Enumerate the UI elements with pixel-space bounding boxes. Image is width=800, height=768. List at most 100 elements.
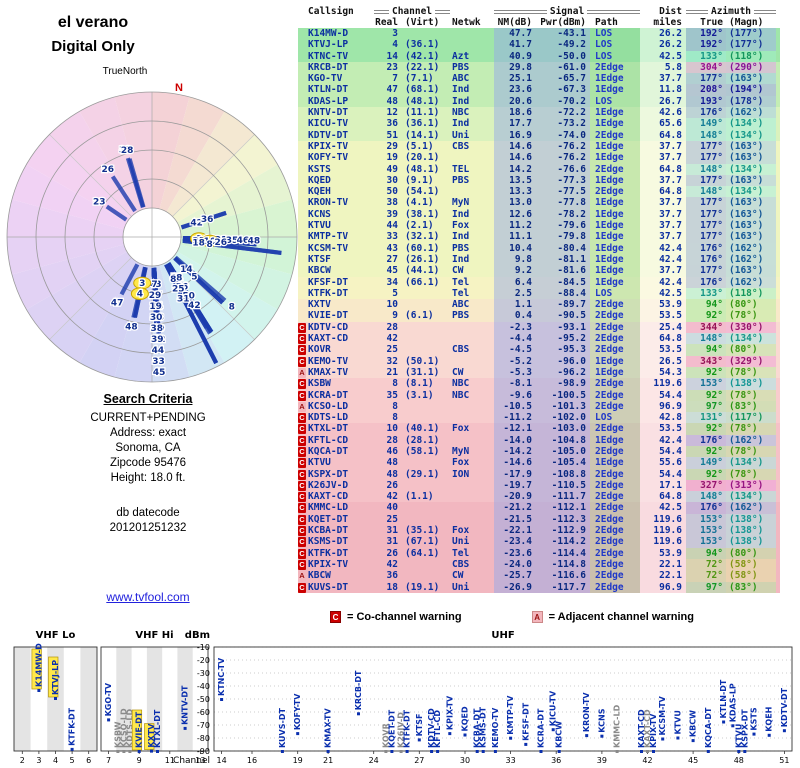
radar-marker-label: 40 bbox=[152, 324, 165, 334]
callsign-link[interactable]: KCBA-DT bbox=[308, 525, 349, 537]
signal-path: 1Edge bbox=[590, 242, 640, 254]
svg-text:KSTS: KSTS bbox=[750, 707, 759, 730]
station-label: KQCA-DT bbox=[704, 707, 713, 753]
callsign-link[interactable]: KBCW bbox=[308, 570, 331, 582]
network: Ind bbox=[452, 95, 470, 107]
callsign-link[interactable]: KSMS-DT bbox=[308, 536, 349, 548]
callsign-link[interactable]: KBCW bbox=[308, 265, 331, 277]
tvfool-link[interactable]: www.tvfool.com bbox=[106, 590, 190, 604]
callsign-link[interactable]: KOVR bbox=[308, 344, 331, 356]
callsign-link[interactable]: KQCA-DT bbox=[308, 445, 349, 457]
callsign-link[interactable]: KNTV-DT bbox=[308, 107, 349, 119]
table-row: KOFY-TV 19 (20.1) 14.6 -76.2 1Edge 37.7 177° (16… bbox=[298, 152, 780, 164]
callsign-link[interactable]: K14MW-D bbox=[308, 28, 349, 39]
distance-miles: 37.7 bbox=[640, 174, 686, 187]
callsign-link[interactable]: KQEH bbox=[308, 186, 331, 198]
callsign-link[interactable]: KRON-TV bbox=[308, 197, 349, 209]
callsign-link[interactable]: KTVU bbox=[308, 220, 331, 232]
callsign-link[interactable]: KOFY-TV bbox=[308, 152, 349, 164]
noise-margin: -14.2 bbox=[494, 445, 536, 458]
callsign-link[interactable]: K26JV-D bbox=[308, 479, 349, 491]
table-row: KSTS 49 (48.1) TEL 14.2 -76.6 2Edge 64.8 148° (13… bbox=[298, 163, 780, 175]
datecode-label: db datecode bbox=[116, 507, 180, 519]
noise-margin: -23.6 bbox=[494, 547, 536, 559]
channel-real: 28 bbox=[386, 434, 398, 446]
callsign-link[interactable]: KDTV-DT bbox=[308, 129, 349, 141]
callsign-link[interactable]: KMAX-TV bbox=[308, 366, 349, 378]
radar-marker bbox=[125, 157, 145, 209]
callsign-link[interactable]: KRCB-DT bbox=[308, 61, 349, 73]
azimuth-true: 304° bbox=[686, 61, 726, 74]
callsign-link[interactable]: KDTS-LD bbox=[308, 412, 349, 424]
distance-miles: 119.6 bbox=[640, 525, 686, 537]
callsign-link[interactable]: KEMO-TV bbox=[308, 355, 349, 367]
callsign-link[interactable]: KCRA-DT bbox=[308, 389, 349, 401]
power: -95.2 bbox=[536, 333, 590, 345]
callsign-link[interactable]: KMTP-TV bbox=[308, 231, 349, 243]
callsign-link[interactable]: KTVU bbox=[308, 457, 331, 469]
callsign-link[interactable]: KTFK-DT bbox=[308, 547, 349, 559]
callsign-link[interactable]: KTSF bbox=[308, 253, 331, 265]
callsign-link[interactable]: KTVJ-LP bbox=[308, 39, 349, 51]
signal-path: LOS bbox=[590, 50, 640, 62]
callsign-link[interactable]: KFSF-DT bbox=[308, 276, 349, 288]
station-label: KPIX-TV bbox=[445, 695, 454, 736]
noise-margin: -4.4 bbox=[494, 333, 536, 345]
channel-real: 35 bbox=[386, 389, 398, 401]
callsign-link[interactable]: KUVS-DT bbox=[308, 581, 349, 593]
callsign-link[interactable]: KAXT-CD bbox=[308, 333, 349, 345]
distance-miles: 17.1 bbox=[640, 479, 686, 492]
channel-virtual bbox=[402, 28, 450, 39]
channel-real: 42 bbox=[386, 491, 398, 503]
warning-marker bbox=[298, 84, 308, 95]
callsign-link[interactable]: KSTS bbox=[308, 163, 331, 175]
svg-text:KTVU: KTVU bbox=[734, 724, 743, 748]
table-row: KQEH 50 (54.1) 13.3 -77.5 2Edge 64.8 148° (134°) bbox=[298, 186, 780, 198]
callsign-link[interactable]: KPIX-TV bbox=[308, 558, 349, 570]
callsign-link[interactable]: KSBW bbox=[308, 378, 331, 390]
callsign-link[interactable]: KTXL-DT bbox=[308, 423, 349, 435]
svg-text:KPIX-TV: KPIX-TV bbox=[649, 713, 658, 748]
svg-text:KFSF-DT: KFSF-DT bbox=[521, 702, 530, 741]
callsign-link[interactable]: KDAS-LP bbox=[308, 95, 349, 107]
radar-marker bbox=[164, 263, 219, 365]
band-label: VHF Lo bbox=[36, 630, 76, 641]
channel-real: 32 bbox=[386, 355, 398, 367]
power: -114.2 bbox=[536, 536, 590, 548]
power: -110.5 bbox=[536, 479, 590, 492]
callsign-link[interactable]: KFTL-CD bbox=[308, 434, 349, 446]
noise-margin: 16.9 bbox=[494, 129, 536, 141]
callsign-link[interactable]: KICU-TV bbox=[308, 118, 349, 130]
callsign-link[interactable]: KCSO-LD bbox=[308, 400, 349, 412]
noise-margin: -11.2 bbox=[494, 412, 536, 424]
station-label: KICU-TV bbox=[549, 690, 558, 732]
callsign-link[interactable]: KXTV bbox=[308, 299, 331, 311]
signal-path: 1Edge bbox=[590, 107, 640, 119]
azimuth-magnetic: (163°) bbox=[726, 197, 776, 209]
channel-virtual: (6.1) bbox=[405, 310, 434, 322]
callsign-link[interactable]: KCNS bbox=[308, 208, 331, 220]
azimuth-true: 92° bbox=[686, 423, 726, 435]
channel-tick-label: 33 bbox=[506, 756, 516, 765]
callsign-link[interactable]: KCSM-TV bbox=[308, 242, 349, 254]
callsign-link[interactable]: KTFK-DT bbox=[308, 287, 349, 299]
callsign-link[interactable]: KAXT-CD bbox=[308, 491, 349, 503]
azimuth-magnetic: (78°) bbox=[726, 445, 776, 458]
channel-tick-label: 16 bbox=[247, 756, 257, 765]
callsign-link[interactable]: KVIE-DT bbox=[308, 310, 349, 322]
network: Uni bbox=[452, 581, 470, 593]
signal-path: 1Edge bbox=[590, 366, 640, 379]
network bbox=[450, 356, 494, 367]
callsign-link[interactable]: KQED bbox=[308, 174, 331, 186]
callsign-link[interactable]: KTNC-TV bbox=[308, 50, 349, 62]
callsign-link[interactable]: KTLN-DT bbox=[308, 84, 349, 96]
callsign-link[interactable]: KDTV-CD bbox=[308, 321, 349, 333]
channel-virtual: (26.1) bbox=[405, 253, 440, 265]
channel-stripe bbox=[80, 647, 97, 751]
radar-marker-label: 43 bbox=[149, 280, 162, 290]
callsign-link[interactable]: KMMC-LD bbox=[308, 502, 349, 514]
callsign-link[interactable]: KPIX-TV bbox=[308, 140, 349, 152]
callsign-link[interactable]: KSPX-DT bbox=[308, 468, 349, 480]
callsign-link[interactable]: KGO-TV bbox=[308, 73, 343, 85]
callsign-link[interactable]: KQET-DT bbox=[308, 513, 349, 525]
